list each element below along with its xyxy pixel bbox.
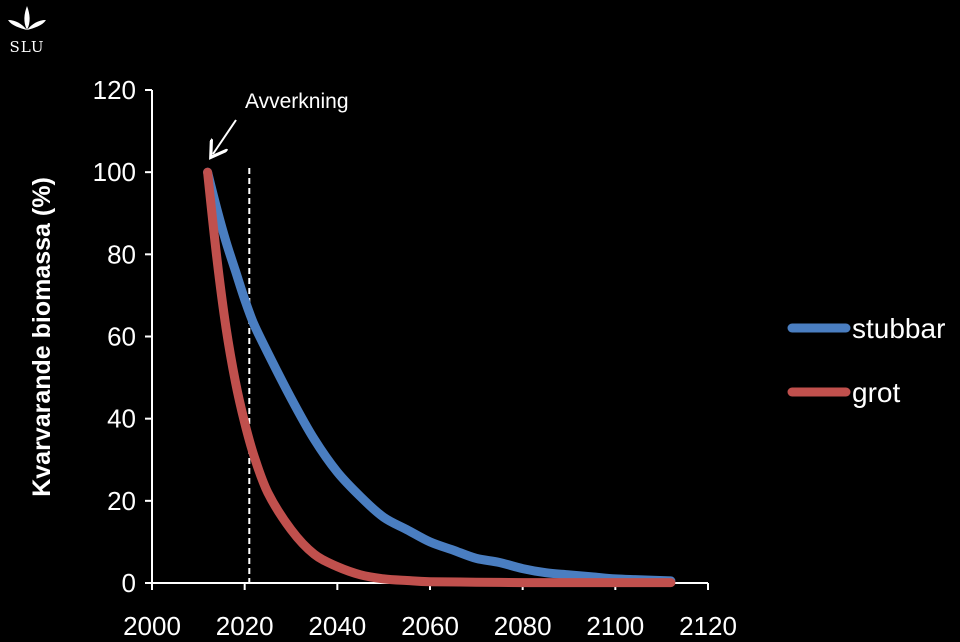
- leaf-icon: [8, 20, 27, 30]
- y-tick-label: 0: [122, 568, 136, 598]
- series-line-stubbar: [203, 167, 676, 586]
- x-tick-label: 2020: [216, 611, 274, 641]
- x-tick-label: 2000: [123, 611, 181, 641]
- y-tick-label: 80: [107, 239, 136, 269]
- x-tick-label: 2100: [586, 611, 644, 641]
- y-axis-label: Kvarvarande biomassa (%): [28, 177, 56, 497]
- y-tick-label: 100: [93, 157, 136, 187]
- series-line-grot: [203, 167, 676, 588]
- legend: stubbar grot: [787, 313, 945, 408]
- slu-logo: SLU: [8, 6, 46, 56]
- y-tick-label: 40: [107, 404, 136, 434]
- series-layer: [203, 167, 676, 588]
- logo-text: SLU: [9, 38, 44, 56]
- leaf-icon: [27, 20, 46, 30]
- x-tick-label: 2040: [308, 611, 366, 641]
- x-tick-label: 2060: [401, 611, 459, 641]
- y-tick-label: 120: [93, 75, 136, 105]
- y-tick-label: 20: [107, 486, 136, 516]
- x-tick-label: 2120: [679, 611, 737, 641]
- leaf-icon: [24, 6, 30, 30]
- legend-label-grot: grot: [852, 377, 900, 408]
- annotation-arrow: [213, 119, 237, 154]
- y-tick-label: 60: [107, 322, 136, 352]
- legend-label-stubbar: stubbar: [852, 313, 945, 344]
- annotation-label: Avverkning: [245, 90, 349, 113]
- x-tick-label: 2080: [494, 611, 552, 641]
